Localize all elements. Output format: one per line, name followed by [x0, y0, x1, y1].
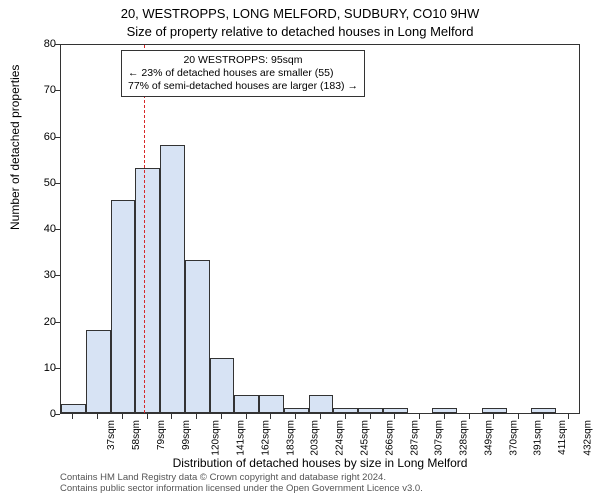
- histogram-bar: [482, 408, 507, 413]
- xtick-label: 183sqm: [285, 420, 296, 456]
- xtick-label: 287sqm: [409, 420, 420, 456]
- ytick-mark: [55, 322, 60, 323]
- histogram-bar: [160, 145, 185, 413]
- histogram-bar: [284, 408, 309, 413]
- xtick-label: 120sqm: [211, 420, 222, 456]
- annotation-line2: ← 23% of detached houses are smaller (55…: [128, 67, 358, 80]
- xtick-mark: [122, 414, 123, 419]
- histogram-bar: [259, 395, 284, 414]
- xtick-mark: [97, 414, 98, 419]
- xtick-mark: [270, 414, 271, 419]
- xtick-label: 203sqm: [310, 420, 321, 456]
- chart-title-main: 20, WESTROPPS, LONG MELFORD, SUDBURY, CO…: [0, 6, 600, 21]
- xtick-label: 328sqm: [459, 420, 470, 456]
- plot-area: 20 WESTROPPS: 95sqm← 23% of detached hou…: [60, 44, 580, 414]
- annotation-line1: 20 WESTROPPS: 95sqm: [128, 54, 358, 67]
- chart-container: 20, WESTROPPS, LONG MELFORD, SUDBURY, CO…: [0, 0, 600, 500]
- x-axis-label: Distribution of detached houses by size …: [60, 456, 580, 470]
- histogram-bar: [333, 408, 358, 413]
- xtick-mark: [419, 414, 420, 419]
- xtick-mark: [493, 414, 494, 419]
- xtick-mark: [518, 414, 519, 419]
- xtick-label: 99sqm: [181, 420, 192, 450]
- xtick-label: 162sqm: [261, 420, 272, 456]
- xtick-mark: [295, 414, 296, 419]
- xtick-mark: [543, 414, 544, 419]
- histogram-bar: [309, 395, 334, 414]
- footer-line2: Contains public sector information licen…: [60, 483, 423, 494]
- annotation-box: 20 WESTROPPS: 95sqm← 23% of detached hou…: [121, 50, 365, 97]
- ytick-mark: [55, 44, 60, 45]
- xtick-mark: [469, 414, 470, 419]
- ytick-mark: [55, 183, 60, 184]
- histogram-bar: [531, 408, 556, 413]
- histogram-bar: [234, 395, 259, 414]
- ytick-mark: [55, 137, 60, 138]
- ytick-mark: [55, 90, 60, 91]
- xtick-label: 432sqm: [582, 420, 593, 456]
- xtick-mark: [444, 414, 445, 419]
- xtick-label: 370sqm: [508, 420, 519, 456]
- xtick-mark: [320, 414, 321, 419]
- xtick-mark: [370, 414, 371, 419]
- chart-title-sub: Size of property relative to detached ho…: [0, 24, 600, 39]
- xtick-label: 79sqm: [156, 420, 167, 450]
- xtick-label: 391sqm: [533, 420, 544, 456]
- footer-attribution: Contains HM Land Registry data © Crown c…: [60, 472, 423, 495]
- ytick-mark: [55, 368, 60, 369]
- xtick-label: 411sqm: [557, 420, 568, 455]
- xtick-label: 266sqm: [384, 420, 395, 456]
- xtick-label: 141sqm: [236, 420, 247, 456]
- histogram-bar: [86, 330, 111, 413]
- xtick-mark: [147, 414, 148, 419]
- xtick-label: 307sqm: [434, 420, 445, 456]
- reference-line: [144, 45, 145, 413]
- histogram-bar: [111, 200, 136, 413]
- xtick-label: 245sqm: [360, 420, 371, 456]
- ytick-mark: [55, 229, 60, 230]
- xtick-label: 349sqm: [483, 420, 494, 456]
- footer-line1: Contains HM Land Registry data © Crown c…: [60, 472, 423, 483]
- xtick-mark: [221, 414, 222, 419]
- histogram-bar: [135, 168, 160, 413]
- xtick-label: 58sqm: [131, 420, 142, 450]
- xtick-mark: [246, 414, 247, 419]
- xtick-mark: [394, 414, 395, 419]
- xtick-mark: [345, 414, 346, 419]
- xtick-mark: [568, 414, 569, 419]
- xtick-mark: [171, 414, 172, 419]
- histogram-bar: [432, 408, 457, 413]
- histogram-bar: [185, 260, 210, 413]
- ytick-mark: [55, 275, 60, 276]
- histogram-bar: [210, 358, 235, 414]
- ytick-mark: [55, 414, 60, 415]
- xtick-label: 37sqm: [106, 420, 117, 450]
- xtick-mark: [72, 414, 73, 419]
- histogram-bar: [61, 404, 86, 413]
- annotation-line3: 77% of semi-detached houses are larger (…: [128, 80, 358, 93]
- y-axis-label: Number of detached properties: [8, 65, 22, 230]
- xtick-label: 224sqm: [335, 420, 346, 456]
- histogram-bar: [358, 408, 383, 413]
- histogram-bar: [383, 408, 408, 413]
- xtick-mark: [196, 414, 197, 419]
